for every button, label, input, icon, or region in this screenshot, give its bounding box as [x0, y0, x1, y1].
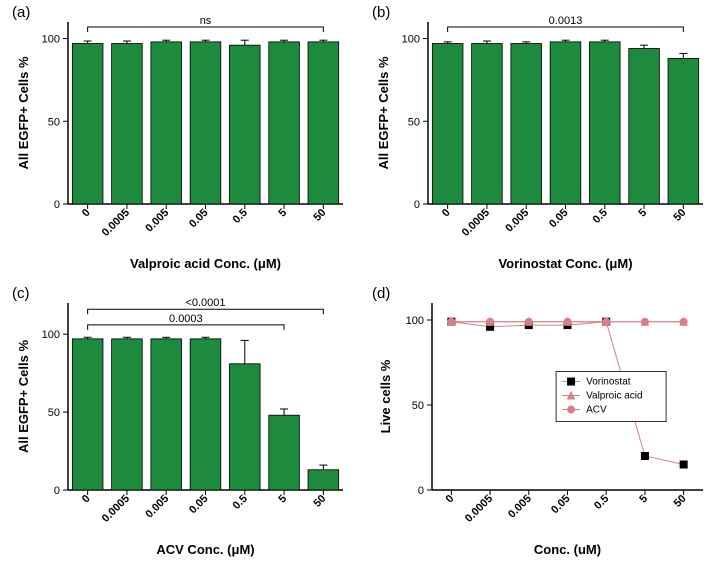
svg-text:0: 0 [80, 207, 93, 220]
svg-text:0.05: 0.05 [547, 207, 571, 231]
svg-text:0: 0 [440, 207, 453, 220]
svg-text:Live cells %: Live cells % [378, 359, 393, 433]
svg-text:0.05: 0.05 [187, 493, 211, 517]
svg-text:50: 50 [408, 116, 420, 128]
panel-b: (b) 0 50 100 0 0.0005 0.005 0.05 0.5 5 50 0.0013 Vo… [370, 4, 715, 274]
svg-text:ns: ns [200, 15, 212, 27]
svg-text:0: 0 [80, 493, 93, 506]
svg-text:0.5: 0.5 [231, 493, 250, 512]
svg-text:Vorinostat Conc. (μM): Vorinostat Conc. (μM) [498, 256, 632, 271]
svg-text:ACV: ACV [586, 405, 607, 416]
svg-text:0.5: 0.5 [592, 493, 611, 512]
svg-text:0: 0 [54, 199, 60, 211]
panel-a: (a) 0 50 100 0 0.0005 0.005 0.05 0.5 5 50 ns Valpro… [10, 4, 355, 274]
panel-c-label: (c) [12, 285, 30, 302]
svg-text:100: 100 [42, 329, 60, 341]
svg-text:0.0005: 0.0005 [100, 207, 132, 239]
svg-text:0.005: 0.005 [503, 207, 531, 235]
svg-text:0.005: 0.005 [143, 493, 171, 521]
svg-text:100: 100 [406, 315, 424, 327]
svg-text:0: 0 [414, 199, 420, 211]
svg-text:100: 100 [42, 34, 60, 46]
svg-text:0.0005: 0.0005 [460, 207, 492, 239]
svg-text:50: 50 [311, 207, 328, 224]
svg-text:ACV Conc. (μM): ACV Conc. (μM) [156, 542, 254, 557]
panel-c: (c) 0 50 100 0 0.0005 0.005 0.05 0.5 5 50 0.0003 <0… [10, 285, 355, 560]
svg-text:0.05: 0.05 [187, 207, 211, 231]
svg-text:Conc. (uM): Conc. (uM) [534, 542, 601, 557]
svg-text:50: 50 [412, 400, 424, 412]
panel-a-label: (a) [12, 4, 30, 21]
svg-text:100: 100 [402, 34, 420, 46]
svg-text:50: 50 [48, 407, 60, 419]
svg-text:0.0013: 0.0013 [549, 15, 583, 27]
svg-text:All EGFP+ Cells %: All EGFP+ Cells % [16, 56, 31, 170]
svg-text:Valproic acid: Valproic acid [586, 391, 643, 402]
svg-text:0.0003: 0.0003 [169, 313, 203, 325]
panel-b-label: (b) [372, 4, 390, 21]
svg-text:0.5: 0.5 [231, 207, 250, 226]
svg-text:0.5: 0.5 [591, 207, 610, 226]
svg-text:5: 5 [637, 493, 650, 506]
panel-c-chart: 0 50 100 0 0.0005 0.005 0.05 0.5 5 50 0.0003 <0.000… [10, 285, 355, 560]
svg-text:50: 50 [672, 493, 689, 510]
panel-d-label: (d) [372, 285, 390, 302]
svg-text:0.0005: 0.0005 [100, 493, 132, 525]
panel-a-chart: 0 50 100 0 0.0005 0.005 0.05 0.5 5 50 ns Valproic a… [10, 4, 355, 274]
svg-text:Valproic acid Conc. (μM): Valproic acid Conc. (μM) [130, 256, 281, 271]
svg-text:0.05: 0.05 [549, 493, 573, 517]
svg-text:0.005: 0.005 [143, 207, 171, 235]
svg-text:50: 50 [671, 207, 688, 224]
svg-text:Vorinostat: Vorinostat [586, 377, 631, 388]
svg-text:5: 5 [276, 207, 289, 220]
svg-text:5: 5 [636, 207, 649, 220]
svg-text:0: 0 [54, 485, 60, 497]
svg-text:0.005: 0.005 [506, 493, 534, 521]
panel-d: (d) 0 50 100 0 0.0005 0.005 0.05 0.5 5 50 Vorinost… [370, 285, 715, 560]
svg-text:0: 0 [444, 493, 457, 506]
svg-text:0: 0 [418, 485, 424, 497]
panel-d-chart: 0 50 100 0 0.0005 0.005 0.05 0.5 5 50 Vorinostat Va… [370, 285, 715, 560]
svg-text:50: 50 [48, 116, 60, 128]
svg-text:All EGFP+ Cells %: All EGFP+ Cells % [376, 56, 391, 170]
panel-b-chart: 0 50 100 0 0.0005 0.005 0.05 0.5 5 50 0.0013 Vorino… [370, 4, 715, 274]
svg-text:5: 5 [276, 493, 289, 506]
svg-text:0.0005: 0.0005 [463, 493, 495, 525]
svg-text:50: 50 [311, 493, 328, 510]
svg-text:All EGFP+ Cells %: All EGFP+ Cells % [16, 340, 31, 454]
svg-text:<0.0001: <0.0001 [185, 297, 225, 309]
